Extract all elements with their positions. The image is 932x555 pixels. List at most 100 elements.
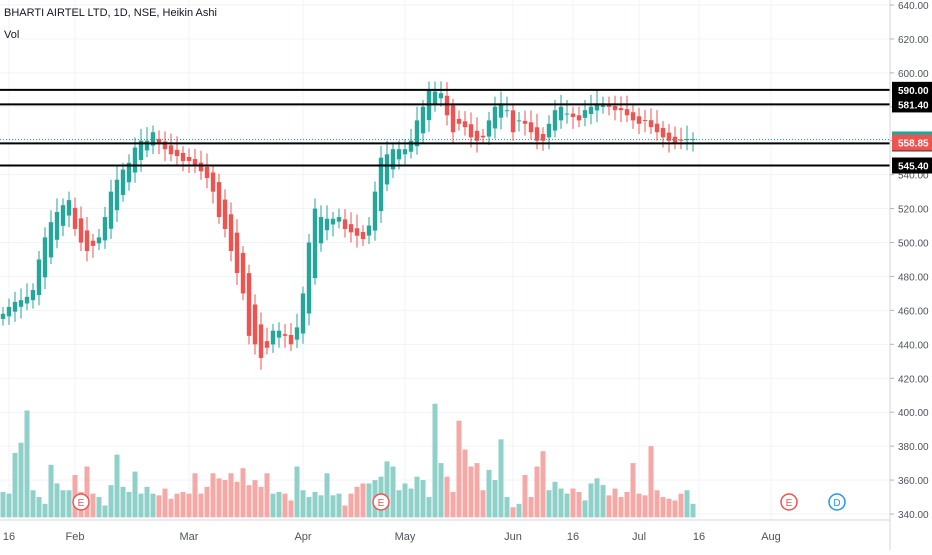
- candle-body: [642, 120, 648, 122]
- volume-bar: [420, 480, 426, 518]
- volume-bar: [684, 490, 690, 518]
- volume-bar: [354, 486, 360, 518]
- price-tick-label: 600.00: [898, 69, 929, 80]
- price-tick-label: 420.00: [898, 374, 929, 385]
- volume-bar: [222, 480, 228, 518]
- candle-body: [666, 132, 672, 141]
- candle-body: [396, 149, 402, 160]
- volume-bar: [48, 464, 54, 518]
- volume-bar: [648, 446, 654, 518]
- candle-body: [300, 293, 306, 334]
- candle-body: [42, 237, 48, 278]
- volume-bar: [12, 452, 18, 518]
- volume-bar: [492, 480, 498, 518]
- volume-bar: [468, 466, 474, 518]
- volume-bar: [270, 493, 276, 518]
- volume-bar: [84, 466, 90, 518]
- current-price-label-bg: [892, 134, 932, 151]
- candle-body: [588, 106, 594, 115]
- volume-bar: [528, 497, 534, 518]
- candle-body: [108, 191, 114, 229]
- candle-body: [210, 172, 216, 192]
- candle-body: [324, 218, 330, 231]
- volume-bar: [414, 476, 420, 518]
- event-marker-label: E: [378, 498, 385, 509]
- volume-bar: [642, 495, 648, 518]
- candle-body: [288, 335, 294, 345]
- volume-bar: [336, 493, 342, 518]
- candle-body: [318, 217, 324, 244]
- candle-body: [240, 252, 246, 294]
- current-price-label: 558.85: [898, 139, 929, 150]
- candle-body: [462, 121, 468, 128]
- level-price-label-bg: [892, 157, 932, 174]
- candle-body: [192, 159, 198, 167]
- time-tick-label: May: [395, 531, 416, 543]
- volume-bar: [624, 491, 630, 518]
- chart-title: BHARTI AIRTEL LTD, 1D, NSE, Heikin Ashi: [4, 7, 217, 19]
- price-tick-label: 640.00: [898, 1, 929, 12]
- candle-body: [594, 103, 600, 111]
- candle-body: [6, 307, 12, 317]
- event-marker-label: E: [78, 498, 85, 509]
- time-tick-label: Aug: [761, 531, 781, 543]
- volume-bar: [234, 481, 240, 518]
- candle-body: [516, 120, 522, 122]
- time-tick-label: Jun: [504, 531, 522, 543]
- level-price-label-bg: [892, 81, 932, 98]
- price-tick-label: 340.00: [898, 510, 929, 521]
- candle-body: [30, 290, 36, 301]
- volume-bar: [318, 495, 324, 518]
- volume-bar: [660, 497, 666, 518]
- candle-body: [0, 313, 6, 319]
- candle-body: [78, 218, 84, 243]
- candle-body: [582, 110, 588, 118]
- volume-bar: [450, 491, 456, 518]
- level-price-label: 590.00: [898, 86, 929, 97]
- volume-bar: [570, 488, 576, 518]
- candle-body: [468, 124, 474, 138]
- volume-bar: [306, 497, 312, 518]
- candle-body: [636, 116, 642, 124]
- volume-bar: [432, 403, 438, 518]
- candle-body: [552, 110, 558, 131]
- candle-body: [390, 149, 396, 170]
- candle-body: [246, 273, 252, 336]
- volume-bar: [366, 483, 372, 518]
- level-price-label: 545.40: [898, 162, 929, 173]
- candle-body: [228, 214, 234, 252]
- volume-bar: [192, 473, 198, 518]
- volume-bar: [102, 505, 108, 518]
- candle-body: [72, 207, 78, 229]
- candle-body: [156, 138, 162, 145]
- volume-bar: [162, 488, 168, 518]
- volume-bar: [96, 497, 102, 518]
- candle-body: [330, 218, 336, 225]
- volume-bar: [60, 490, 66, 518]
- volume-bar: [312, 491, 318, 518]
- candle-body: [498, 103, 504, 118]
- volume-bar: [66, 490, 72, 518]
- candle-body: [510, 110, 516, 133]
- volume-bar: [204, 486, 210, 518]
- candle-body: [528, 122, 534, 133]
- candle-body: [438, 93, 444, 99]
- candle-body: [444, 95, 450, 116]
- event-marker-label: D: [833, 498, 840, 509]
- candle-body: [474, 130, 480, 141]
- candle-body: [660, 127, 666, 138]
- candle-body: [402, 149, 408, 155]
- volume-bar: [330, 495, 336, 518]
- candle-body: [678, 139, 684, 141]
- volume-bar: [690, 503, 696, 518]
- candle-body: [252, 304, 258, 345]
- price-tick-label: 380.00: [898, 442, 929, 453]
- candle-body: [546, 123, 552, 138]
- volume-bar: [474, 463, 480, 518]
- candle-body: [162, 141, 168, 150]
- volume-bar: [240, 468, 246, 518]
- volume-bar: [144, 486, 150, 518]
- volume-bar: [564, 493, 570, 518]
